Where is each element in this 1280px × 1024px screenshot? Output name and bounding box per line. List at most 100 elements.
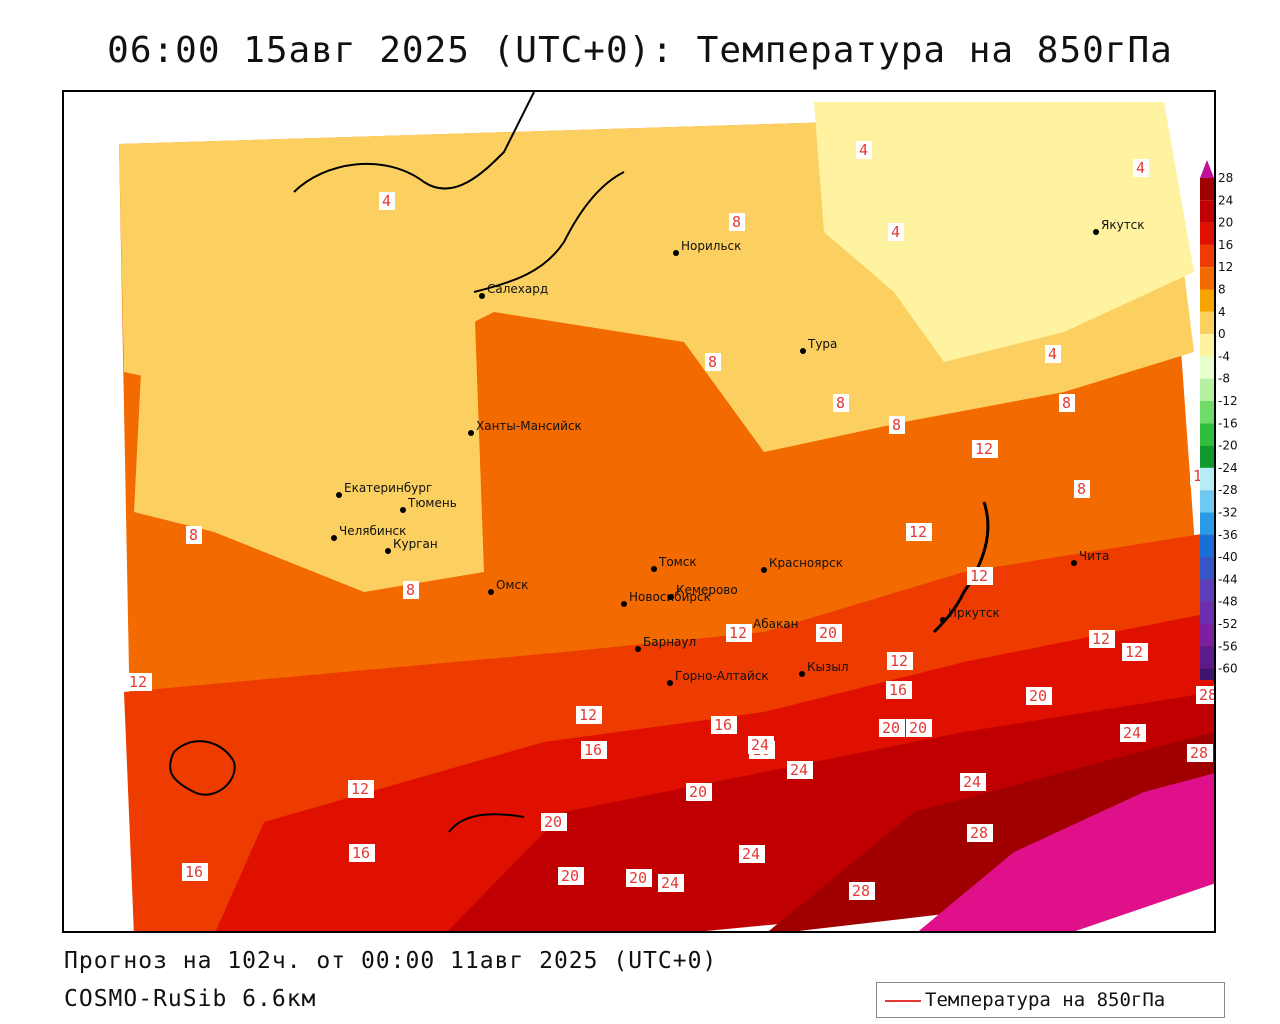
city-marker — [940, 617, 946, 623]
zone-28plus — [918, 773, 1214, 931]
scale-swatch — [1200, 624, 1214, 647]
contour-label-bg — [816, 624, 842, 642]
city-label: Красноярск — [769, 556, 843, 570]
contour-label: 12 — [1092, 630, 1110, 648]
scale-swatch — [1200, 178, 1214, 201]
scale-swatch — [1200, 579, 1214, 602]
contour-label: 8 — [836, 394, 845, 412]
contour-label: 12 — [729, 624, 747, 642]
contour-label: 16 — [185, 863, 203, 881]
legend-line-swatch — [885, 1000, 921, 1002]
contour-label: 4 — [382, 192, 391, 210]
scale-swatch — [1200, 557, 1214, 580]
scale-tick-label: 20 — [1218, 216, 1233, 230]
zone-0-4 — [814, 102, 1194, 362]
scale-tick-label: -60 — [1218, 662, 1238, 676]
contour-label: 4 — [1048, 345, 1057, 363]
city-marker — [667, 680, 673, 686]
scale-tick-label: -48 — [1218, 595, 1238, 609]
city-marker — [336, 492, 342, 498]
contour-label-bg — [886, 681, 912, 699]
contour-label-bg — [581, 741, 607, 759]
contour-label-bg — [379, 192, 395, 210]
contour-label-bg — [1122, 643, 1148, 661]
contour-label-bg — [906, 719, 932, 737]
contour-label-bg — [1196, 686, 1214, 704]
contour-label: 8 — [732, 213, 741, 231]
contour-label: 28 — [1190, 744, 1208, 762]
city-label: Кемерово — [676, 583, 738, 597]
map-title: 06:00 15авг 2025 (UTC+0): Температура на… — [107, 30, 1173, 71]
contour-label-bg — [126, 673, 152, 691]
city-label: Курган — [393, 537, 438, 551]
scale-tick-label: -28 — [1218, 483, 1238, 497]
city-label: Челябинск — [339, 524, 406, 538]
city-marker — [1093, 229, 1099, 235]
contour-label-bg — [711, 716, 737, 734]
contour-label-bg — [1133, 159, 1149, 177]
city-marker — [621, 601, 627, 607]
contour-label-bg — [833, 394, 849, 412]
contour-label-bg — [1074, 480, 1090, 498]
contour-label-bg — [1026, 687, 1052, 705]
model-name: COSMO-RuSib 6.6км — [64, 986, 317, 1012]
contour-label: 12 — [579, 706, 597, 724]
scale-tick-label: 8 — [1218, 283, 1226, 297]
contour-label: 12 — [975, 440, 993, 458]
temperature-map: Якутск Норильск Салехард Тура Ханты-Мансийск… — [62, 90, 1216, 933]
contour-label-bg — [972, 440, 998, 458]
contour-label-bg — [626, 869, 652, 887]
contour-label-bg — [686, 783, 712, 801]
contour-label-bg — [1120, 724, 1146, 742]
legend-label: Температура на 850гПа — [925, 989, 1166, 1011]
coastline — [473, 171, 625, 293]
city-marker — [800, 348, 806, 354]
scale-tick-label: -56 — [1218, 639, 1238, 653]
city-marker — [400, 507, 406, 513]
contour-label: 12 — [1125, 643, 1143, 661]
city-marker — [385, 548, 391, 554]
color-scale: 28 24 20 16 12 8 4 0 -4 -8 -12 -16 -20 -24 -28 -32 -36 -4… — [1198, 160, 1280, 680]
contour-label: 20 — [561, 867, 579, 885]
contour-label-bg — [748, 736, 774, 754]
scale-tick-label: -16 — [1218, 416, 1238, 430]
scale-tick-label: 12 — [1218, 260, 1233, 274]
city-marker — [635, 646, 641, 652]
scale-swatch — [1200, 267, 1214, 290]
contour-label: 12 — [351, 780, 369, 798]
scale-swatch — [1200, 601, 1214, 624]
city-marker — [488, 589, 494, 595]
contour-label-bg — [879, 719, 905, 737]
contour-label-bg — [739, 845, 765, 863]
scale-swatch — [1200, 423, 1214, 446]
contour-label: 12 — [970, 567, 988, 585]
scale-swatch — [1200, 534, 1214, 558]
city-label: Иркутск — [948, 606, 1000, 620]
contour-label-bg — [967, 567, 993, 585]
contour-label: 20 — [882, 719, 900, 737]
city-label: Тюмень — [407, 496, 457, 510]
caspian-outline — [169, 740, 236, 796]
city-label: Омск — [496, 578, 528, 592]
city-marker — [479, 293, 485, 299]
contour-label-bg — [541, 813, 567, 831]
scale-tick-label: -24 — [1218, 461, 1238, 475]
scale-tick-label: -32 — [1218, 506, 1238, 520]
contour-label-bg — [1187, 744, 1213, 762]
color-scale-bar: 28 24 20 16 12 8 4 0 -4 -8 -12 -16 -20 -24 -28 -32 -36 -4… — [1200, 160, 1238, 680]
contour-label: 16 — [714, 716, 732, 734]
zone-tura-yellow — [704, 292, 904, 452]
forecast-info: Прогноз на 102ч. от 00:00 11авг 2025 (UT… — [64, 948, 718, 974]
zone-west-yellow — [134, 292, 484, 592]
city-label: Барнаул — [643, 635, 696, 649]
contour-label: 20 — [689, 783, 707, 801]
contour-label: 4 — [891, 223, 900, 241]
contour-label-bg — [705, 353, 721, 371]
scale-tick-label: 24 — [1218, 193, 1233, 207]
contour-label-bg — [182, 863, 208, 881]
city-marker — [761, 567, 767, 573]
contour-label: 8 — [189, 526, 198, 544]
scale-swatch — [1200, 490, 1214, 513]
scale-swatch — [1200, 356, 1214, 379]
balkhash-outline — [448, 813, 525, 833]
